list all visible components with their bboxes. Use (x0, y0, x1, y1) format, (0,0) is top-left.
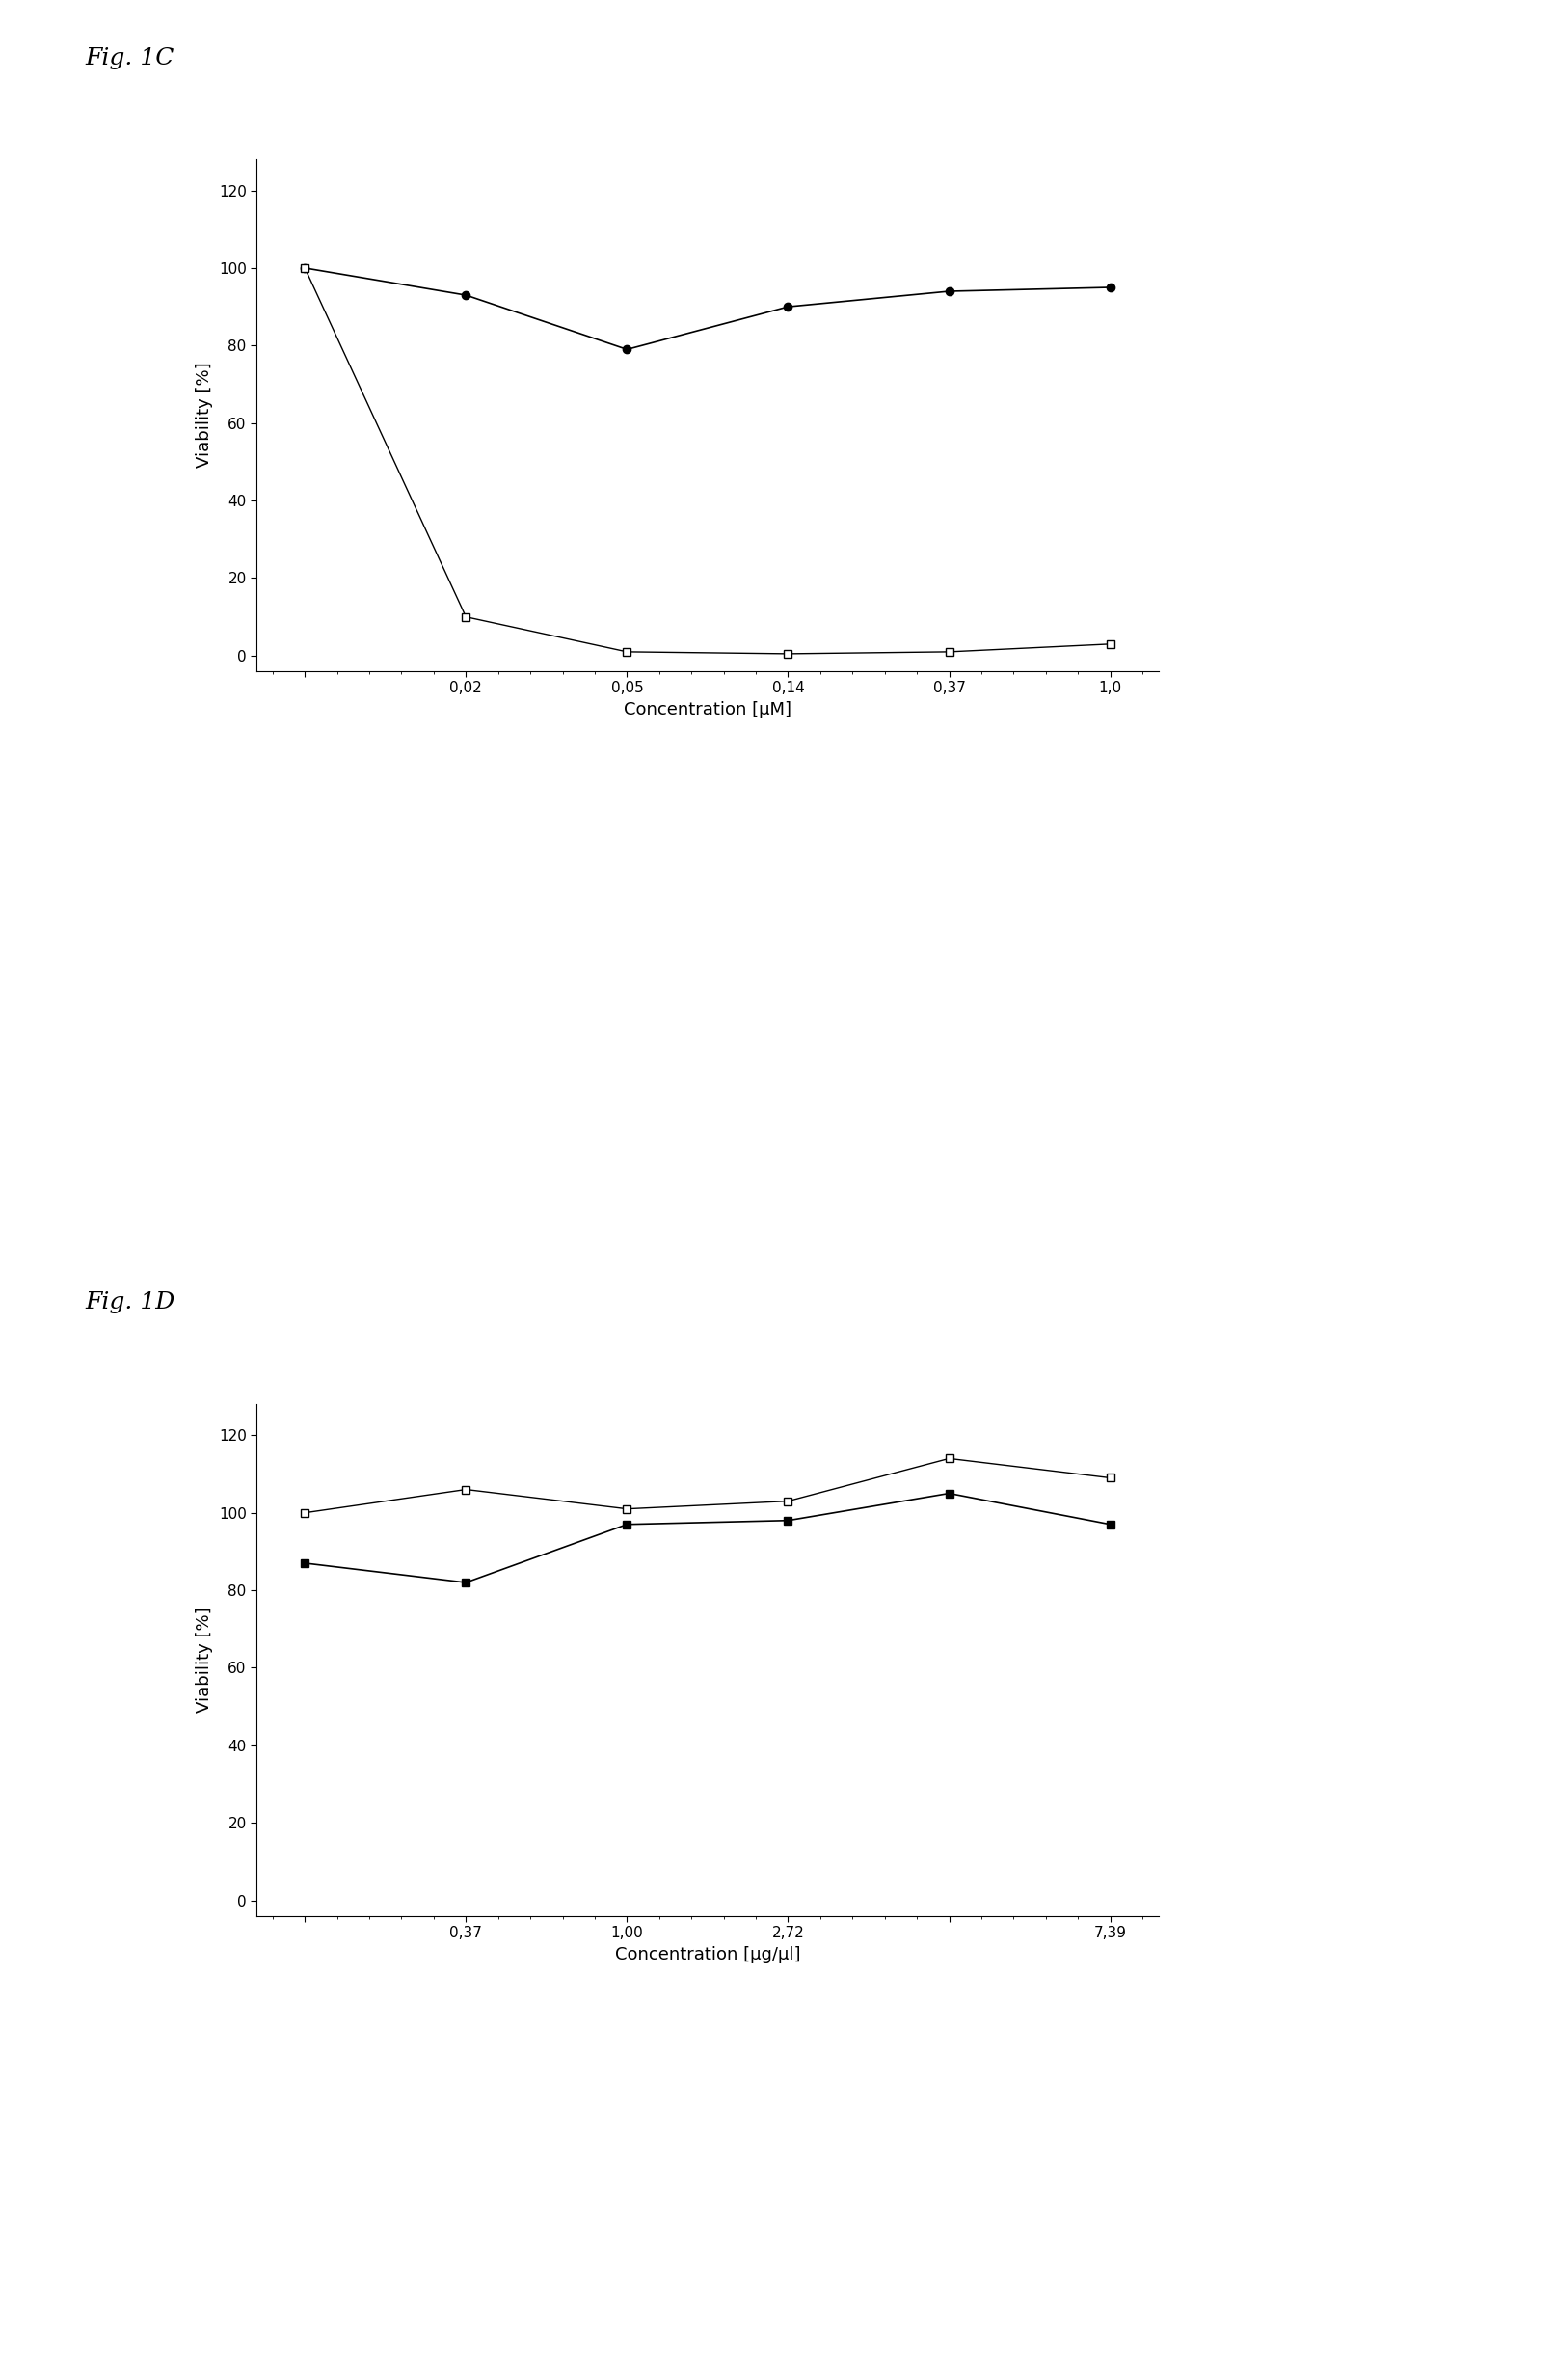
X-axis label: Concentration [μM]: Concentration [μM] (624, 702, 791, 719)
X-axis label: Concentration [μg/μl]: Concentration [μg/μl] (614, 1947, 801, 1964)
Text: Fig. 1C: Fig. 1C (86, 48, 174, 69)
Y-axis label: Viability [%]: Viability [%] (196, 362, 213, 469)
Y-axis label: Viability [%]: Viability [%] (196, 1607, 213, 1714)
Text: Fig. 1D: Fig. 1D (86, 1292, 176, 1314)
